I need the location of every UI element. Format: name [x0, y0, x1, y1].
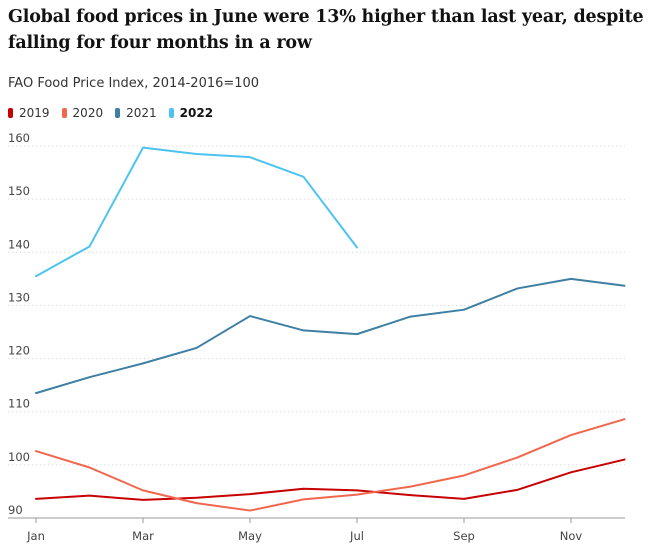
- legend-item-2019: 2019: [8, 106, 50, 120]
- legend-swatch-2019: [8, 108, 13, 118]
- y-tick-label-150: 150: [8, 184, 30, 198]
- y-tick-label-130: 130: [8, 290, 30, 304]
- legend-item-2022: 2022: [168, 106, 214, 120]
- legend-swatch-2020: [61, 108, 67, 118]
- x-tick-label-Mar: Mar: [132, 529, 154, 543]
- series-line-2019: [35, 458, 626, 501]
- legend-label-2021: 2021: [126, 106, 157, 120]
- x-tick-label-May: May: [238, 529, 262, 543]
- x-tick-label-Nov: Nov: [560, 529, 583, 543]
- y-tick-label-120: 120: [8, 344, 30, 358]
- y-tick-label-110: 110: [8, 397, 30, 411]
- series-line-2021: [35, 277, 626, 395]
- x-tick-label-Jul: Jul: [349, 529, 364, 543]
- legend-label-2022: 2022: [179, 106, 214, 120]
- legend-swatch-2022: [168, 108, 174, 118]
- y-tick-label-140: 140: [8, 237, 30, 251]
- chart-title: Global food prices in June were 13% high…: [8, 7, 644, 53]
- x-tick-label-Jan: Jan: [26, 529, 45, 543]
- y-tick-label-100: 100: [8, 450, 30, 464]
- y-tick-label-90: 90: [8, 503, 23, 517]
- series-line-2022: [35, 146, 358, 278]
- legend-item-2021: 2021: [115, 106, 157, 120]
- legend-item-2020: 2020: [61, 106, 104, 120]
- legend-label-2020: 2020: [72, 106, 104, 120]
- legend: 2019 2020 2021 2022: [8, 106, 213, 120]
- y-tick-label-160: 160: [8, 131, 30, 145]
- chart-subtitle: FAO Food Price Index, 2014-2016=100: [8, 76, 260, 91]
- legend-swatch-2021: [115, 108, 121, 118]
- x-tick-label-Sep: Sep: [453, 529, 475, 543]
- legend-label-2019: 2019: [19, 106, 50, 120]
- series-line-2020: [35, 418, 626, 512]
